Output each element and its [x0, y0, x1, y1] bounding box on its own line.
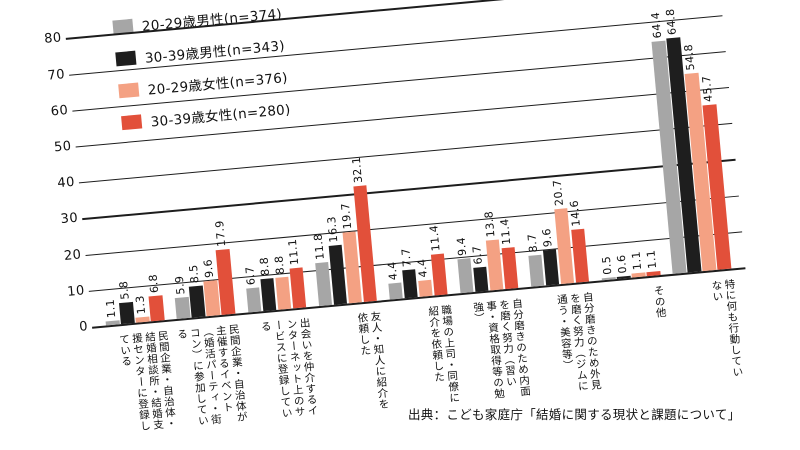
bar-value-label: 6.7 [243, 265, 258, 286]
legend-item: 20-29歳女性(n=376) [118, 66, 289, 101]
bar-value-label: 8.7 [525, 232, 541, 253]
bar [289, 267, 307, 309]
bar [245, 287, 262, 313]
bar-value-label: 14.6 [567, 199, 584, 228]
bar-value-label: 5.9 [172, 274, 188, 295]
bar [119, 301, 135, 325]
bar-value-label: 19.7 [338, 201, 355, 230]
category-label: 民間企業・自治体・結婚相談所・結婚支援センターに登録している [117, 329, 178, 432]
bar-value-label: 6.8 [146, 273, 162, 294]
y-axis-tick-label: 0 [78, 319, 89, 335]
y-axis-tick-label: 50 [53, 138, 73, 156]
y-axis-tick-label: 60 [50, 102, 69, 120]
legend-item: 30-39歳男性(n=343) [115, 34, 286, 69]
legend-label: 30-39歳女性(n=280) [150, 101, 292, 131]
bar [274, 276, 292, 310]
bar-value-label: 6.7 [470, 244, 486, 265]
category-label: 自分磨きのため内面を磨く努力（習い事・資格取得等の勉強） [471, 297, 532, 400]
category-label: 特に何も行動していない [709, 278, 744, 378]
bar-value-label: 5.8 [116, 280, 132, 301]
bar-value-label: 11.1 [285, 237, 302, 266]
category-label: その他 [652, 284, 668, 319]
bar-value-label: 64.8 [663, 8, 679, 36]
bar-value-label: 1.1 [103, 298, 119, 319]
bar [175, 296, 191, 319]
bar [571, 228, 590, 283]
category-label: 友人・知人に紹介を依頼した [355, 310, 390, 411]
bar-value-label: 11.4 [427, 223, 443, 252]
bar [501, 246, 519, 290]
bar-value-label: 0.5 [599, 255, 614, 276]
bar [473, 266, 489, 292]
y-axis-tick-label: 20 [63, 247, 83, 264]
legend-swatch [118, 82, 140, 99]
bar-value-label: 32.1 [349, 155, 366, 184]
bar [417, 279, 433, 297]
bar-value-label: 9.6 [201, 258, 216, 279]
bar-value-label: 0.6 [614, 253, 629, 274]
bar-value-label: 64.4 [648, 11, 664, 39]
bar-value-label: 9.4 [454, 236, 470, 257]
bar-value-label: 7.7 [399, 247, 415, 268]
bar-value-label: 17.9 [212, 219, 229, 248]
bar [528, 254, 545, 287]
bar-value-label: 45.7 [699, 74, 715, 103]
chart-legend: 20-29歳男性(n=374) 30-39歳男性(n=343) 20-29歳女性(n… [112, 2, 292, 145]
gridline [82, 159, 736, 220]
y-axis-tick-label: 10 [66, 283, 86, 300]
bar-value-label: 16.3 [325, 215, 341, 244]
category-label: 民間企業・自治体が主催するイベント（婚活パーティ・街コン）に参加している [175, 323, 249, 427]
bar [388, 282, 403, 300]
bar-value-label: 8.8 [257, 256, 273, 277]
y-axis-tick-label: 80 [43, 30, 63, 48]
bar [542, 249, 560, 286]
category-label: 出会いを仲介するインターネット上のサービスに登録している [259, 316, 320, 419]
bar-value-label: 1.1 [628, 250, 644, 271]
bar-value-label: 11.8 [311, 233, 327, 261]
bar-value-label: 11.4 [498, 217, 514, 246]
bar-value-label: 1.1 [643, 249, 659, 270]
source-citation: 出典：こども家庭庁「結婚に関する現状と課題について」 [408, 407, 741, 422]
bar-chart: 20-29歳男性(n=374) 30-39歳男性(n=343) 20-29歳女性(n… [11, 0, 800, 450]
bar [203, 280, 221, 317]
legend-swatch [115, 50, 137, 67]
legend-swatch [121, 114, 143, 131]
bar-value-label: 8.5 [186, 263, 202, 285]
bar-value-label: 9.6 [540, 227, 556, 248]
bar-value-label: 4.4 [385, 260, 401, 281]
y-axis-tick-label: 70 [46, 66, 66, 84]
bar-value-label: 13.8 [482, 210, 498, 238]
bar [259, 278, 277, 312]
bar [148, 295, 165, 322]
bar-value-label: 8.8 [272, 255, 288, 276]
bar [430, 253, 448, 296]
category-label: 自分磨きのため外見を磨く努力（ジムに通う・美容等） [555, 291, 603, 393]
y-axis-tick-label: 40 [56, 174, 76, 192]
bar-value-label: 1.3 [133, 294, 148, 316]
bar-value-label: 20.7 [551, 178, 567, 207]
bar-value-label: 54.8 [681, 43, 697, 71]
y-axis-tick-label: 30 [60, 210, 79, 228]
bar [189, 285, 206, 318]
bar [401, 269, 418, 299]
bar-value-label: 4.4 [415, 258, 431, 279]
category-label: 職場の上司・同僚に紹介を依頼した [426, 304, 461, 404]
